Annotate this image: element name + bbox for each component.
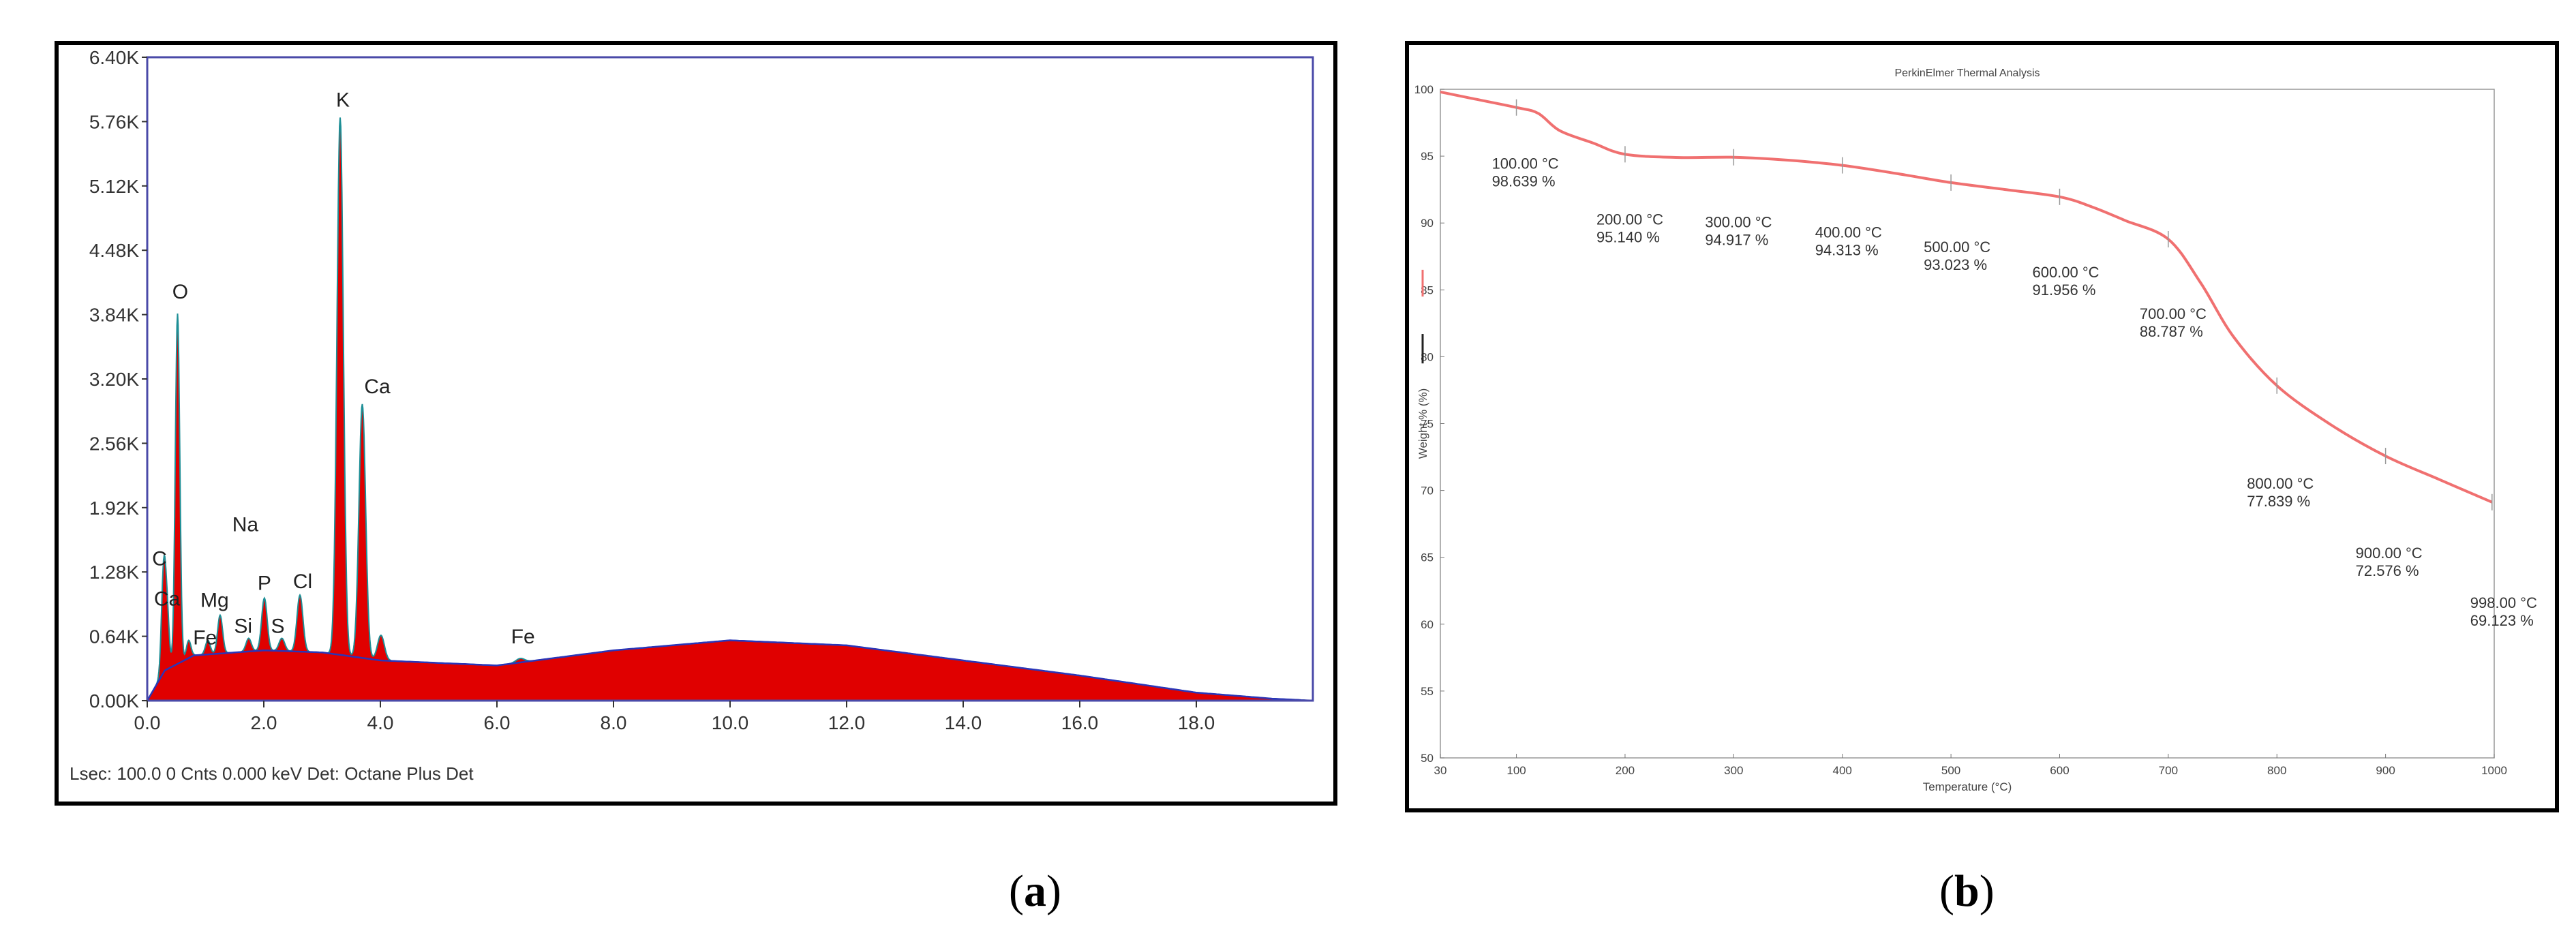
eds-peak-label: Fe (511, 626, 535, 648)
eds-y-tick-label: 0.64K (89, 626, 139, 647)
tga-annotation-weight: 98.639 % (1492, 173, 1556, 190)
tga-y-axis-label: Weight % (%) (1416, 388, 1429, 459)
eds-x-tick-label: 18.0 (1178, 712, 1215, 733)
tga-annotation-weight: 95.140 % (1596, 228, 1660, 245)
caption-b-close: ) (1979, 866, 1995, 916)
eds-plot-frame (146, 56, 1314, 702)
eds-x-tick-label: 12.0 (828, 712, 866, 733)
eds-x-tick-label: 0.0 (134, 712, 161, 733)
eds-x-tick-label: 2.0 (251, 712, 277, 733)
eds-peak-label: O (172, 281, 188, 303)
tga-x-tick-label: 600 (2050, 764, 2069, 777)
eds-peak-label: Ca (154, 588, 181, 611)
tga-annotation-temp: 800.00 °C (2247, 475, 2314, 492)
tga-y-tick-label: 90 (1421, 217, 1434, 230)
tga-y-tick-label: 80 (1421, 350, 1434, 363)
tga-annotation-weight: 77.839 % (2247, 493, 2310, 510)
tga-annotation-weight: 91.956 % (2032, 281, 2095, 299)
eds-y-tick-label: 0.00K (89, 690, 139, 712)
tga-y-tick-label: 65 (1421, 551, 1434, 564)
caption-b-letter: b (1954, 866, 1980, 916)
tga-annotation-weight: 94.313 % (1815, 242, 1879, 259)
tga-x-tick-label: 1000 (2481, 764, 2507, 777)
tga-y-tick-label: 70 (1421, 485, 1434, 498)
caption-b: (b) (1939, 866, 1995, 917)
tga-y-tick-label: 75 (1421, 418, 1434, 431)
tga-x-tick-label: 30 (1434, 764, 1447, 777)
eds-spectrum-area (147, 117, 1313, 701)
eds-y-tick-label: 5.76K (89, 111, 139, 132)
tga-x-tick-label: 100 (1506, 764, 1526, 777)
eds-spectrum-outline (147, 117, 1313, 701)
eds-x-tick-label: 16.0 (1061, 712, 1099, 733)
tga-x-tick-label: 900 (2376, 764, 2395, 777)
tga-title: PerkinElmer Thermal Analysis (1894, 67, 2040, 79)
eds-chart: 0.00K 0.64K 1.28K 1.92K 2.56K 3.20K 3.84K 4.48K… (89, 47, 1314, 733)
eds-y-tick-label: 3.20K (89, 369, 139, 390)
panel-a-eds-spectrum: 0.00K 0.64K 1.28K 1.92K 2.56K 3.20K 3.84K 4.48K… (55, 41, 1337, 806)
eds-y-tick-label: 2.56K (89, 433, 139, 454)
tga-y-tick-label: 85 (1421, 284, 1434, 296)
eds-background-line (146, 639, 1314, 702)
caption-a-open: ( (1009, 866, 1024, 916)
tga-y-tick-label: 95 (1421, 150, 1434, 163)
eds-peak-label: S (271, 615, 284, 638)
tga-x-tick-label: 800 (2267, 764, 2286, 777)
caption-a: (a) (1009, 866, 1061, 917)
tga-x-tick-label: 500 (1941, 764, 1960, 777)
tga-y-tick-label: 50 (1421, 752, 1434, 765)
tga-y-tick-label: 100 (1414, 83, 1434, 96)
tga-annotation-temp: 900.00 °C (2356, 545, 2423, 562)
tga-annotation-temp: 400.00 °C (1815, 224, 1882, 241)
tga-annotation-temp: 300.00 °C (1705, 214, 1772, 231)
tga-annotation-temp: 600.00 °C (2032, 264, 2099, 281)
tga-annotation-temp: 100.00 °C (1492, 155, 1559, 172)
eds-peak-label: Mg (200, 590, 229, 612)
tga-annotation-weight: 93.023 % (1924, 256, 1987, 273)
eds-y-tick-label: 5.12K (89, 176, 139, 197)
eds-y-tick-label: 3.84K (89, 305, 139, 326)
eds-x-tick-label: 14.0 (945, 712, 982, 733)
caption-b-open: ( (1939, 866, 1954, 916)
eds-peak-label: Na (232, 514, 259, 536)
eds-y-tick-label: 1.28K (89, 562, 139, 583)
tga-x-tick-label: 300 (1724, 764, 1743, 777)
eds-peak-label: P (258, 573, 271, 595)
tga-annotation-temp: 200.00 °C (1596, 211, 1663, 228)
tga-annotation-weight: 72.576 % (2356, 562, 2419, 579)
eds-peak-label: C (152, 548, 167, 570)
eds-y-tick-label: 6.40K (89, 47, 139, 68)
tga-curve (1440, 90, 2493, 504)
eds-peak-label: Si (234, 615, 252, 638)
caption-a-letter: a (1023, 866, 1046, 916)
eds-peak-label: Ca (364, 376, 391, 398)
eds-y-tick-label: 4.48K (89, 240, 139, 261)
caption-a-close: ) (1046, 866, 1061, 916)
tga-plot-frame (1440, 89, 2495, 759)
panel-b-tga-curve: PerkinElmer Thermal Analysis 50 55 60 65 70 75… (1405, 41, 2559, 812)
tga-annotation-temp: 998.00 °C (2470, 594, 2537, 611)
eds-y-tick-label: 1.92K (89, 498, 139, 519)
tga-x-tick-label: 400 (1833, 764, 1852, 777)
tga-annotation-weight: 69.123 % (2470, 612, 2534, 629)
tga-y-tick-label: 55 (1421, 685, 1434, 698)
eds-status-bar: Lsec: 100.0 0 Cnts 0.000 keV Det: Octane… (70, 763, 474, 784)
tga-annotation-weight: 94.917 % (1705, 232, 1768, 249)
tga-chart: PerkinElmer Thermal Analysis 50 55 60 65 70 75… (1414, 67, 2537, 793)
eds-x-tick-label: 6.0 (484, 712, 511, 733)
tga-x-tick-label: 200 (1616, 764, 1635, 777)
eds-x-tick-label: 10.0 (712, 712, 749, 733)
tga-x-tick-label: 700 (2159, 764, 2178, 777)
eds-peak-label: Cl (293, 570, 312, 593)
tga-x-axis-label: Temperature (°C) (1923, 780, 2012, 793)
tga-y-tick-label: 60 (1421, 618, 1434, 631)
eds-x-tick-label: 8.0 (601, 712, 627, 733)
eds-peak-label: Fe (193, 627, 217, 650)
tga-annotation-weight: 88.787 % (2140, 323, 2203, 340)
tga-annotation-temp: 700.00 °C (2140, 305, 2207, 322)
eds-peak-label: K (336, 89, 350, 112)
tga-annotation-temp: 500.00 °C (1924, 239, 1990, 256)
eds-x-tick-label: 4.0 (367, 712, 394, 733)
